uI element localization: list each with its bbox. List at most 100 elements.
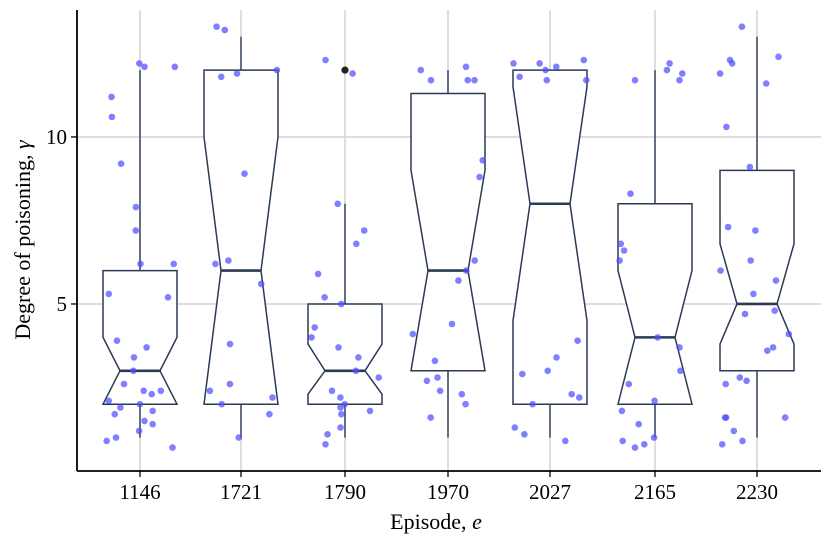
data-point-2165-15 bbox=[635, 420, 642, 428]
data-point-2230-16 bbox=[785, 330, 793, 338]
data-point-1790-5 bbox=[314, 270, 322, 278]
data-point-1721-1 bbox=[213, 23, 220, 31]
data-point-1146-11 bbox=[157, 387, 165, 395]
data-point-1970-5 bbox=[479, 157, 487, 164]
data-point-2027-16 bbox=[521, 431, 528, 438]
data-point-1970-4 bbox=[471, 76, 478, 84]
data-point-1790-18 bbox=[366, 407, 374, 415]
data-point-1146-15 bbox=[117, 404, 124, 411]
data-point-1146-13 bbox=[105, 397, 112, 405]
data-point-2230-9 bbox=[752, 227, 759, 234]
data-point-1146-22 bbox=[169, 444, 176, 451]
data-point-1790-20 bbox=[337, 424, 344, 431]
data-point-1970-0 bbox=[462, 63, 470, 71]
data-point-2027-13 bbox=[576, 394, 583, 401]
data-point-2230-0 bbox=[738, 23, 746, 31]
data-point-2027-5 bbox=[516, 73, 523, 81]
data-point-2230-1 bbox=[775, 53, 782, 61]
data-point-2165-6 bbox=[617, 240, 625, 248]
data-point-1146-14 bbox=[136, 400, 144, 408]
data-point-1970-10 bbox=[448, 320, 456, 328]
data-point-2165-16 bbox=[650, 434, 658, 441]
data-point-1146-3 bbox=[117, 160, 125, 167]
box-1790 bbox=[307, 303, 383, 405]
data-point-1721-0 bbox=[221, 26, 229, 34]
data-point-2165-18 bbox=[641, 441, 648, 448]
data-point-2165-12 bbox=[625, 380, 633, 388]
data-point-2165-13 bbox=[651, 397, 658, 405]
data-point-2230-13 bbox=[750, 290, 757, 298]
data-point-1970-18 bbox=[427, 414, 435, 421]
box-1146 bbox=[101, 269, 179, 405]
data-point-1146-25 bbox=[132, 203, 140, 211]
data-point-2230-24 bbox=[721, 414, 729, 421]
data-point-1790-2 bbox=[334, 200, 342, 208]
data-point-2027-11 bbox=[519, 370, 526, 378]
data-point-1970-13 bbox=[434, 374, 441, 381]
data-point-1970-6 bbox=[476, 173, 483, 181]
data-point-2230-11 bbox=[717, 267, 724, 274]
data-point-2027-4 bbox=[542, 66, 549, 74]
data-point-2230-14 bbox=[771, 307, 778, 315]
label-layer: 1146 1721 1790 1970 2027 2165 2230 5 10 bbox=[46, 125, 778, 504]
x-tick-label-1721: 1721 bbox=[220, 480, 262, 504]
data-point-1146-18 bbox=[141, 417, 148, 425]
data-point-1721-5 bbox=[241, 170, 248, 177]
data-point-1970-8 bbox=[463, 267, 470, 274]
data-point-1790-3 bbox=[360, 227, 368, 234]
data-point-2165-19 bbox=[631, 444, 639, 451]
data-point-1970-1 bbox=[417, 66, 425, 74]
data-point-2165-1 bbox=[663, 66, 671, 74]
data-point-2230-15 bbox=[741, 310, 749, 318]
data-point-1790-8 bbox=[311, 324, 319, 331]
y-axis-title: Degree of poisoning, γ bbox=[10, 139, 35, 340]
x-tick-label-1146: 1146 bbox=[119, 480, 160, 504]
data-point-2230-27 bbox=[718, 441, 726, 448]
data-point-2230-7 bbox=[746, 163, 754, 171]
data-point-1790-15 bbox=[337, 394, 344, 401]
data-point-2230-4 bbox=[716, 70, 724, 77]
data-point-2027-12 bbox=[568, 390, 575, 398]
data-point-2165-10 bbox=[676, 344, 683, 351]
data-point-1721-4 bbox=[217, 73, 225, 81]
data-point-2165-3 bbox=[631, 76, 639, 84]
data-point-2230-19 bbox=[736, 374, 744, 381]
data-point-1721-14 bbox=[266, 410, 273, 418]
x-tick-label-2230: 2230 bbox=[736, 480, 778, 504]
data-point-1970-9 bbox=[455, 277, 462, 284]
box-2230 bbox=[719, 169, 795, 372]
data-point-2230-22 bbox=[781, 414, 789, 421]
data-point-1146-4 bbox=[132, 227, 140, 234]
data-point-2165-4 bbox=[676, 76, 683, 84]
data-point-1146-12 bbox=[148, 390, 155, 398]
data-point-2230-3 bbox=[728, 60, 736, 67]
x-tick-label-2027: 2027 bbox=[529, 480, 571, 504]
data-point-2165-0 bbox=[666, 60, 673, 67]
x-tick-label-1970: 1970 bbox=[427, 480, 469, 504]
data-point-1721-11 bbox=[206, 387, 214, 395]
data-point-1790-7 bbox=[338, 300, 345, 308]
data-point-1721-9 bbox=[226, 340, 234, 348]
box-2027 bbox=[512, 69, 588, 405]
data-point-2230-6 bbox=[723, 123, 730, 131]
data-point-2027-7 bbox=[543, 76, 551, 84]
data-point-1970-15 bbox=[436, 387, 444, 395]
point-layer bbox=[103, 23, 793, 451]
data-point-1146-1 bbox=[141, 63, 148, 71]
data-point-1790-9 bbox=[308, 334, 315, 341]
data-point-1721-12 bbox=[269, 394, 276, 401]
data-point-1721-3 bbox=[233, 70, 241, 77]
data-point-1146-17 bbox=[111, 410, 118, 418]
x-axis-title: Episode, e bbox=[390, 509, 482, 534]
data-point-2165-17 bbox=[619, 437, 626, 445]
box-2165 bbox=[617, 203, 693, 405]
data-point-2165-14 bbox=[618, 407, 626, 415]
data-point-1721-8 bbox=[257, 280, 265, 288]
x-tick-label-1790: 1790 bbox=[324, 480, 366, 504]
data-point-1790-19 bbox=[338, 410, 345, 418]
data-point-2165-9 bbox=[654, 334, 661, 341]
data-point-2027-17 bbox=[562, 437, 569, 445]
outlier-1790-0 bbox=[341, 66, 349, 74]
data-point-1970-7 bbox=[471, 257, 479, 264]
